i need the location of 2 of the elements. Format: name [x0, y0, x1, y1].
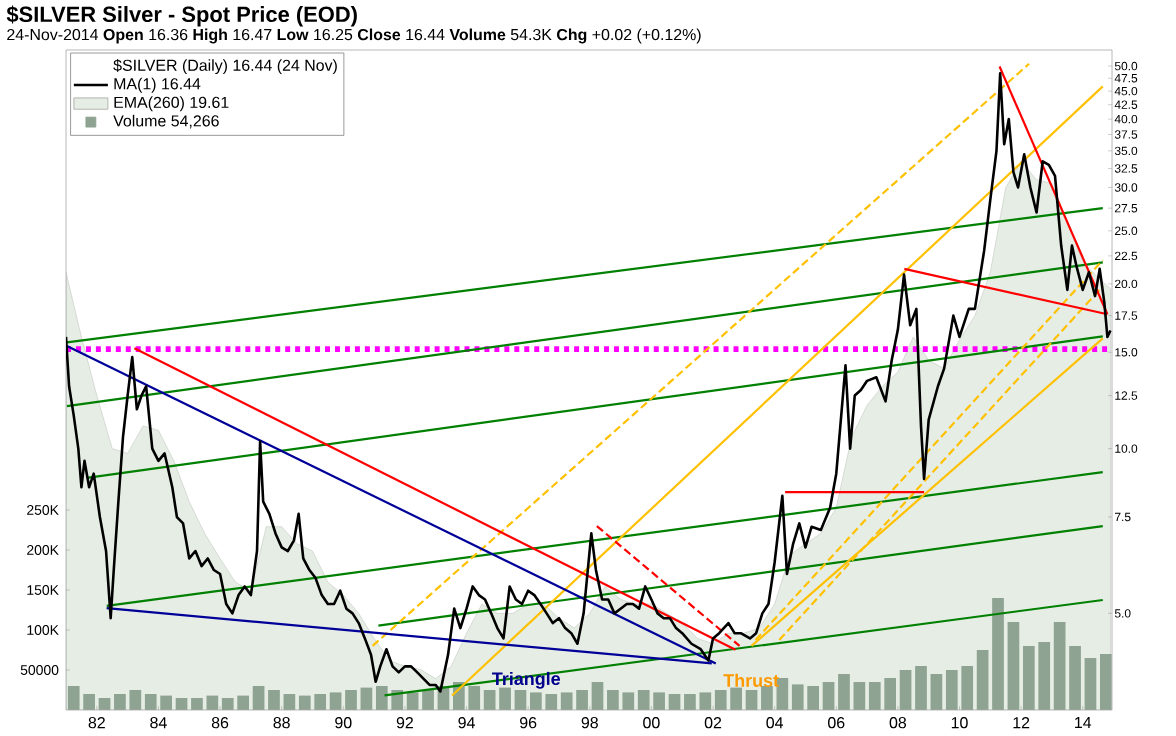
annotation: Thrust [723, 673, 779, 687]
chart-title: $SILVER Silver - Spot Price (EOD) [6, 5, 357, 27]
